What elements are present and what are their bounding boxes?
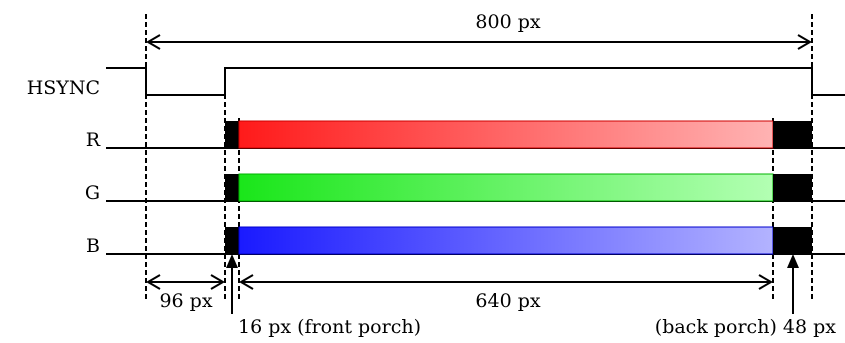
active-video-arrow bbox=[239, 274, 773, 290]
hsync-signal-label: HSYNC bbox=[27, 77, 100, 99]
back-porch-label: (back porch) 48 px bbox=[655, 316, 836, 338]
total-width-arrow bbox=[146, 34, 812, 50]
green-channel bbox=[106, 173, 845, 202]
total-width-label: 800 px bbox=[475, 11, 540, 33]
blue-front-porch-block bbox=[225, 227, 239, 254]
red-back-porch-block bbox=[773, 121, 812, 148]
blue-signal-label: B bbox=[86, 235, 100, 257]
front-porch-pointer bbox=[226, 254, 238, 314]
active-video-label: 640 px bbox=[475, 290, 540, 312]
green-front-porch-block bbox=[225, 174, 239, 201]
back-porch-pointer bbox=[787, 254, 799, 314]
red-front-porch-block bbox=[225, 121, 239, 148]
green-active-video-bar bbox=[238, 173, 774, 202]
green-signal-label: G bbox=[85, 182, 100, 204]
red-active-video-bar bbox=[238, 120, 774, 149]
blue-active-video-bar bbox=[238, 226, 774, 255]
green-back-porch-block bbox=[773, 174, 812, 201]
sync-pulse-arrow bbox=[146, 274, 225, 290]
hsync-waveform bbox=[106, 67, 845, 96]
blue-back-porch-block bbox=[773, 227, 812, 254]
sync-pulse-label: 96 px bbox=[159, 290, 212, 312]
front-porch-label: 16 px (front porch) bbox=[238, 316, 421, 338]
blue-channel bbox=[106, 226, 845, 255]
red-channel bbox=[106, 120, 845, 149]
red-signal-label: R bbox=[86, 129, 101, 151]
